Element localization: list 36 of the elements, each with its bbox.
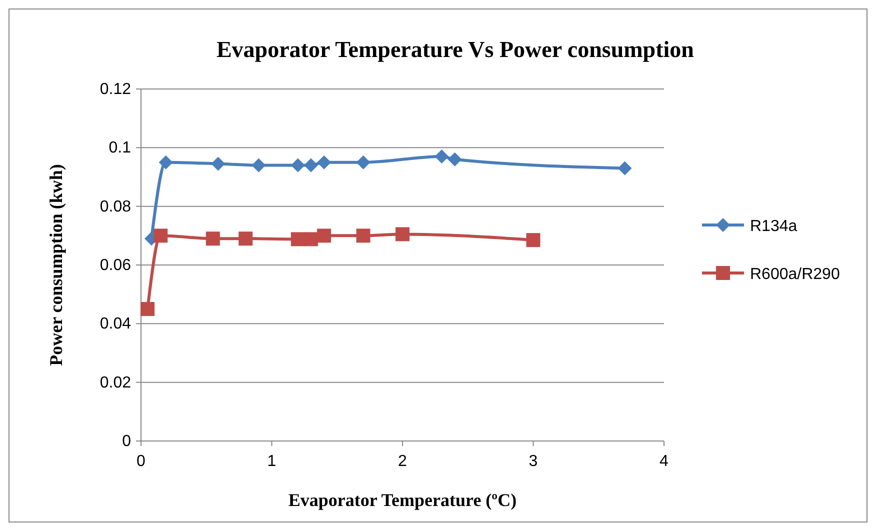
legend-label: R600a/R290	[750, 266, 840, 283]
x-tick-label: 1	[267, 453, 276, 470]
y-tick-label: 0	[122, 433, 132, 450]
y-tick-label: 0.04	[100, 316, 132, 333]
point	[290, 158, 305, 172]
point	[618, 161, 632, 176]
point	[356, 155, 370, 170]
legend-label: R134a	[750, 218, 798, 235]
point	[158, 155, 173, 170]
point	[448, 152, 462, 166]
y-tick-label: 0.12	[100, 81, 132, 98]
point	[211, 156, 226, 171]
x-tick-label: 4	[660, 453, 669, 470]
point	[526, 233, 540, 248]
y-tick-label: 0.08	[100, 198, 132, 216]
point	[317, 155, 332, 170]
point	[434, 149, 449, 164]
y-axis-title: Power consumption (kwh)	[46, 164, 66, 366]
point	[252, 158, 266, 172]
y-tick-label: 0.1	[108, 140, 132, 157]
point	[206, 232, 220, 246]
x-axis-title: Evaporator Temperature (ºC)	[288, 490, 517, 510]
point	[140, 302, 155, 316]
x-tick-label: 3	[528, 453, 538, 470]
x-tick-label: 0	[136, 453, 146, 470]
x-tick-label: 2	[398, 453, 408, 470]
y-tick-label: 0.06	[100, 257, 132, 274]
point	[356, 228, 370, 243]
point	[396, 227, 410, 242]
point	[154, 228, 168, 243]
point	[238, 232, 253, 246]
chart-title: Evaporator Temperature Vs Power consumption	[216, 37, 694, 62]
point	[290, 232, 305, 246]
y-tick-label: 0.02	[100, 374, 132, 392]
point	[304, 158, 318, 172]
point	[317, 228, 332, 243]
